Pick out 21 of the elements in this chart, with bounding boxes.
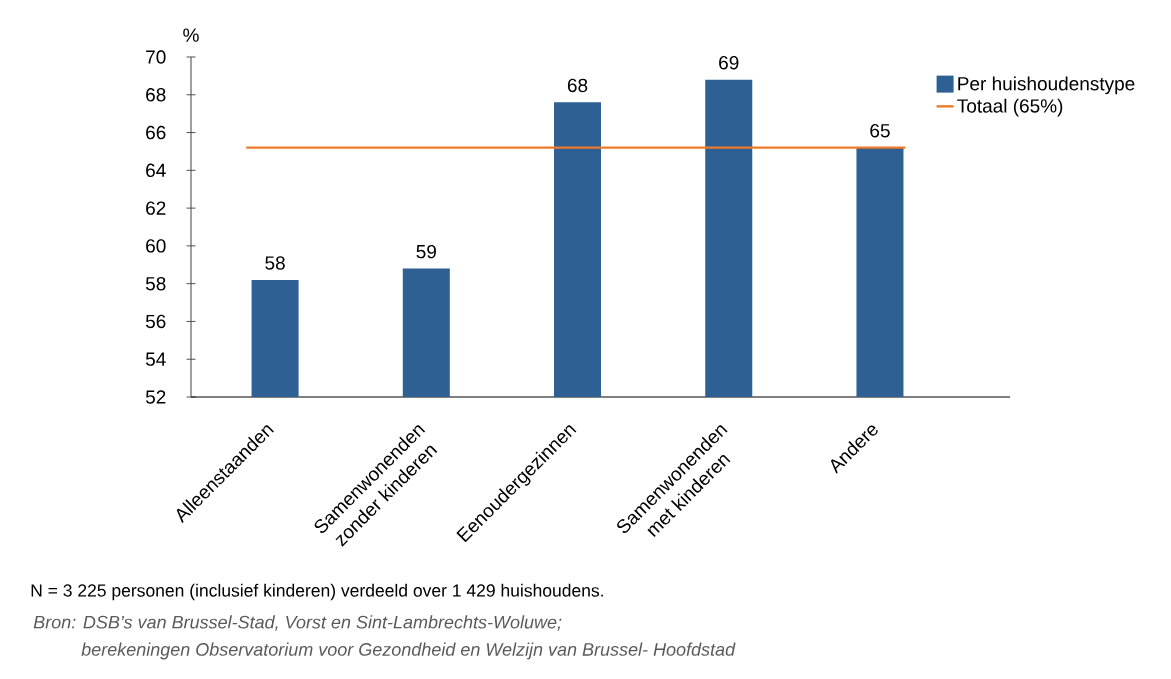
y-tick-label: 54 [145,352,166,366]
data-label: 59 [416,244,436,259]
y-tick-label: 68 [146,88,166,102]
text: berekeningen Observatorium voor Gezondheid en Welzijn van Brussel- Hoofdstad [81,642,736,660]
text: N = 3 225 personen (inclusief kinderen) verdeeld over 1 429 huishoudens. [31,583,603,601]
data-label: 58 [265,256,285,270]
y-tick-label: 60 [146,239,166,253]
y-tick-label: 56 [145,314,166,329]
legend-label: Per huishoudenstype [958,76,1135,95]
data-label: 65 [870,124,890,138]
y-axis-title: % [183,28,199,42]
legend-label: Totaal (65%) [957,98,1063,117]
y-tick-label: 58 [145,276,166,291]
y-tick-label: 66 [146,125,166,140]
data-label: 69 [719,56,739,70]
text: Bron: DSB’s van Brussel-Stad, Vorst en Sint-Lambrechts-Woluwe; [33,615,562,631]
y-tick-label: 64 [146,163,166,178]
data-label: 68 [567,78,588,93]
y-tick-label: 70 [146,50,166,64]
y-tick-label: 52 [145,390,166,404]
y-tick-label: 62 [146,201,166,215]
